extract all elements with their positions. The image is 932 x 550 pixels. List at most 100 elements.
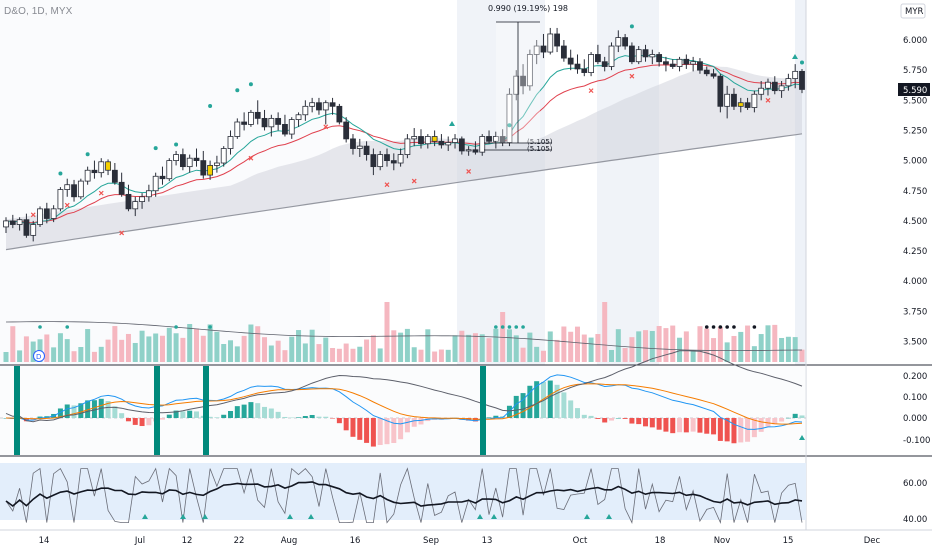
last-price-label: 5.590 bbox=[903, 86, 927, 96]
price-axis[interactable]: 6.000 5.750 5.500 5.250 5.000 4.750 4.500 4.250… bbox=[903, 36, 930, 525]
macd-pane bbox=[0, 350, 806, 455]
macd-histogram-bar bbox=[248, 402, 254, 418]
candle-body bbox=[411, 136, 418, 140]
volume-bar bbox=[574, 326, 580, 362]
candle-body bbox=[309, 102, 316, 107]
candle-body bbox=[724, 93, 731, 107]
sell-cross bbox=[765, 97, 771, 103]
rsi-signal-marker bbox=[491, 514, 497, 519]
volume-bar bbox=[98, 346, 104, 362]
candle-body bbox=[9, 220, 16, 225]
measure-annotation[interactable]: 0.990 (19.19%) 198 (5.105) (5.105) bbox=[484, 4, 568, 153]
D-circle-icon[interactable] bbox=[33, 350, 45, 362]
ma-band-fill bbox=[6, 65, 802, 250]
candle-body bbox=[615, 37, 622, 47]
volume-bar bbox=[262, 337, 268, 362]
candle-body bbox=[560, 45, 567, 59]
candle-body bbox=[799, 70, 805, 90]
candle-body bbox=[710, 73, 717, 77]
macd-histogram-bar bbox=[643, 418, 649, 427]
volume-bar bbox=[765, 325, 771, 362]
time-tick-label: 22 bbox=[234, 536, 245, 546]
macd-histogram-bar bbox=[105, 401, 111, 418]
candle-body bbox=[574, 63, 581, 70]
candle-body bbox=[676, 58, 683, 67]
price-tick-label: 5.500 bbox=[903, 96, 927, 106]
buy-dot bbox=[153, 146, 158, 151]
volume-bar bbox=[391, 330, 397, 362]
macd-histogram-bar bbox=[704, 418, 710, 434]
candle-body bbox=[214, 162, 220, 166]
macd-histogram-bar bbox=[792, 413, 798, 418]
candle-body bbox=[132, 201, 139, 210]
macd-histogram-bar bbox=[629, 418, 635, 424]
macd-histogram-bar bbox=[112, 406, 118, 418]
candle-body bbox=[37, 208, 43, 225]
candle-body bbox=[642, 49, 649, 58]
candle-body bbox=[77, 180, 84, 198]
measure-label: 0.990 (19.19%) 198 bbox=[488, 4, 568, 13]
macd-histogram-bar bbox=[418, 418, 424, 425]
rsi-ma-line bbox=[5, 481, 803, 508]
sell-cross bbox=[466, 168, 472, 174]
macd-histogram-bar bbox=[595, 418, 601, 419]
volume-bar bbox=[180, 337, 186, 362]
macd-histogram-bar bbox=[683, 418, 689, 433]
candle-body bbox=[139, 196, 145, 203]
volume-bar bbox=[112, 326, 118, 362]
macd-histogram-bar bbox=[411, 418, 417, 427]
macd-histogram-bar bbox=[275, 411, 281, 418]
price-tick-label: 6.000 bbox=[903, 36, 927, 46]
candles[interactable] bbox=[3, 27, 805, 242]
candle-body bbox=[329, 102, 336, 107]
candle-body bbox=[792, 70, 799, 79]
candle-body bbox=[744, 102, 751, 108]
macd-tick-label: 0.000 bbox=[903, 414, 927, 424]
candle-body bbox=[567, 57, 574, 65]
macd-histogram-bar bbox=[268, 408, 274, 418]
macd-histogram-bar bbox=[71, 405, 77, 418]
volume-bar bbox=[581, 334, 587, 362]
macd-histogram-bar bbox=[159, 418, 165, 420]
candle-body bbox=[166, 160, 173, 180]
candle-body bbox=[771, 81, 778, 92]
volume-bar bbox=[289, 336, 295, 362]
rsi-line bbox=[5, 467, 803, 525]
macd-histogram-bar bbox=[799, 415, 805, 418]
volume-bar bbox=[404, 328, 410, 362]
time-tick-label: 14 bbox=[39, 536, 50, 546]
volume-bar bbox=[602, 302, 608, 362]
volume-bar bbox=[738, 331, 744, 362]
buy-dot bbox=[85, 152, 90, 157]
volume-bar bbox=[119, 339, 125, 362]
macd-histogram-bar bbox=[670, 418, 676, 434]
macd-histogram-bar bbox=[364, 418, 370, 443]
candle-body bbox=[3, 220, 9, 228]
candle-body bbox=[322, 102, 329, 111]
volume-signal-dot bbox=[732, 325, 736, 329]
time-axis[interactable]: 14 Jul 12 22 Aug 16 Sep 13 Oct 18 Nov 15 Dec bbox=[39, 536, 881, 546]
macd-histogram-bar bbox=[513, 395, 519, 418]
volume-bar bbox=[200, 335, 206, 362]
volume-signal-dot bbox=[494, 325, 498, 329]
macd-line bbox=[5, 374, 803, 430]
macd-histogram-bar bbox=[649, 418, 655, 428]
volume-signal-dot bbox=[752, 325, 757, 329]
candle-body bbox=[173, 154, 179, 162]
volume-bar bbox=[57, 333, 63, 362]
candle-body bbox=[84, 169, 91, 182]
macd-histogram-bar bbox=[91, 400, 97, 418]
candle-body bbox=[30, 224, 37, 236]
macd-histogram-bar bbox=[241, 404, 247, 418]
macd-histogram-bar bbox=[547, 380, 553, 418]
currency-badge[interactable] bbox=[900, 3, 926, 19]
rsi-tick-label: 60.00 bbox=[903, 479, 927, 489]
volume-signal-dot bbox=[65, 325, 70, 329]
macd-histogram-bar bbox=[554, 384, 560, 418]
candle-body bbox=[105, 161, 111, 171]
candle-body bbox=[669, 63, 676, 67]
time-tick-label: 18 bbox=[655, 536, 666, 546]
volume-bar bbox=[561, 326, 567, 362]
volume-bar bbox=[241, 335, 247, 362]
